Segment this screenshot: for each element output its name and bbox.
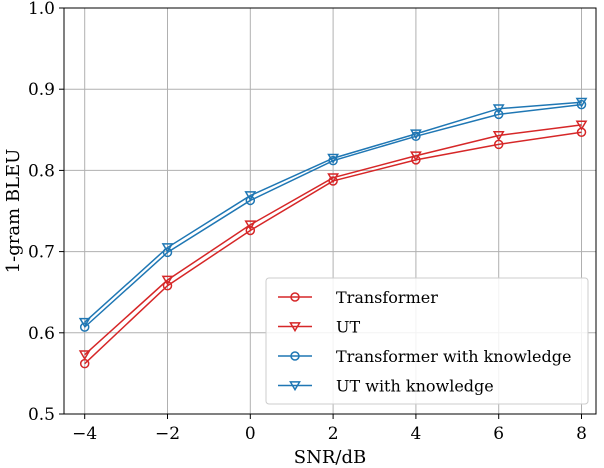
series-line — [84, 124, 582, 356]
data-point — [244, 191, 257, 202]
legend-marker — [290, 292, 300, 302]
legend-marker — [290, 351, 300, 361]
legend-marker — [289, 322, 301, 333]
legend-entry: UT — [278, 318, 360, 337]
legend-entry: UT with knowledge — [278, 377, 494, 396]
data-point — [244, 220, 257, 231]
y-tick-label: 0.5 — [28, 405, 55, 425]
data-point — [575, 97, 588, 108]
x-tick-label: 4 — [410, 424, 421, 444]
data-point — [79, 358, 90, 369]
data-point — [411, 131, 421, 142]
data-point — [409, 129, 422, 140]
legend-entry: Transformer — [278, 288, 438, 307]
series-ut — [78, 120, 588, 361]
legend-marker — [289, 381, 301, 392]
legend-entry: Transformer with knowledge — [278, 347, 571, 366]
data-point — [492, 131, 505, 142]
data-point — [79, 322, 90, 332]
data-point — [78, 317, 91, 328]
y-tick-label: 0.8 — [28, 161, 55, 181]
y-tick-label: 0.7 — [28, 243, 55, 263]
x-tick-label: 2 — [328, 424, 339, 444]
data-point — [576, 99, 587, 110]
data-point — [492, 104, 505, 115]
legend-label: Transformer — [336, 288, 438, 307]
x-tick-label: −2 — [155, 424, 180, 444]
axis-ticks: −4 −2 0 2 4 6 8 0.5 0.6 0.7 0.8 0.9 1.0 — [28, 0, 587, 444]
data-point — [493, 109, 504, 120]
data-point — [161, 243, 174, 254]
y-tick-label: 1.0 — [28, 0, 55, 19]
y-axis-label: 1-gram BLEU — [3, 149, 24, 274]
legend-label: UT — [336, 318, 360, 337]
series-group — [78, 97, 588, 369]
x-tick-label: 8 — [576, 424, 587, 444]
legend-label: Transformer with knowledge — [336, 347, 571, 366]
series-line — [84, 101, 582, 323]
x-tick-label: −4 — [72, 424, 97, 444]
x-axis-label: SNR/dB — [294, 447, 366, 468]
plot-frame — [63, 7, 597, 415]
data-point — [409, 151, 422, 162]
data-point — [245, 225, 256, 236]
legend: Transformer UT Transformer with knowledge U… — [265, 277, 589, 405]
data-point — [575, 120, 588, 131]
legend-box — [265, 277, 589, 405]
data-point — [78, 350, 91, 361]
data-point — [162, 280, 173, 291]
legend-label: UT with knowledge — [336, 377, 494, 396]
data-point — [327, 153, 340, 164]
y-tick-label: 0.6 — [28, 324, 55, 344]
data-point — [327, 173, 340, 184]
data-point — [493, 139, 504, 150]
data-point — [161, 275, 174, 286]
series-ut-with-knowledge — [78, 97, 588, 328]
x-tick-label: 6 — [493, 424, 504, 444]
y-tick-label: 0.9 — [28, 80, 55, 100]
x-tick-label: 0 — [245, 424, 256, 444]
